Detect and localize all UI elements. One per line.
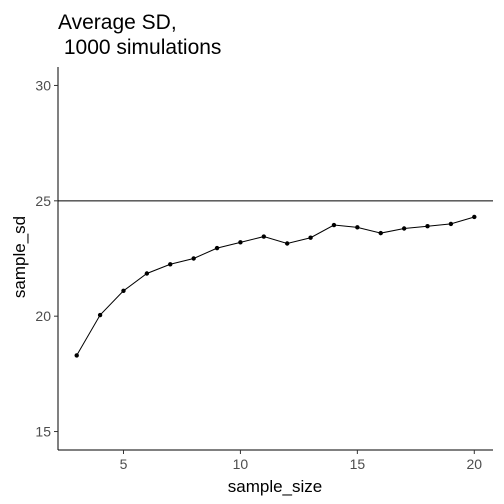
series-line	[76, 216, 475, 356]
data-point	[74, 353, 79, 358]
data-point	[284, 241, 290, 246]
y-tick-label: 25	[35, 193, 51, 209]
data-point	[97, 312, 103, 318]
data-point	[425, 223, 430, 229]
y-tick-label: 20	[35, 308, 51, 324]
x-tick-label: 15	[350, 456, 366, 472]
data-point	[472, 214, 477, 220]
data-point	[401, 226, 407, 231]
x-tick-label: 10	[233, 456, 249, 472]
x-tick-label: 5	[120, 456, 128, 472]
data-point	[308, 235, 313, 240]
data-point	[261, 234, 267, 239]
data-point	[121, 288, 126, 294]
data-point	[191, 256, 196, 261]
x-tick-label: 20	[467, 456, 483, 472]
y-tick-label: 15	[35, 424, 51, 440]
y-tick-label: 30	[35, 77, 51, 93]
data-point	[331, 222, 337, 228]
data-point	[378, 230, 383, 236]
data-point	[168, 262, 173, 267]
data-point	[448, 221, 454, 227]
data-point	[238, 240, 243, 245]
chart-title-line2: 1000 simulations	[58, 36, 221, 59]
data-point	[214, 245, 220, 251]
chart-title-line1: Average SD,	[58, 11, 177, 34]
plot-area: 15 20 25 30 5 10 15 20	[35, 67, 493, 472]
y-axis-title: sample_sd	[10, 216, 29, 298]
x-axis-title: sample_size	[228, 477, 323, 496]
data-point	[355, 225, 360, 230]
data-point	[144, 271, 150, 276]
